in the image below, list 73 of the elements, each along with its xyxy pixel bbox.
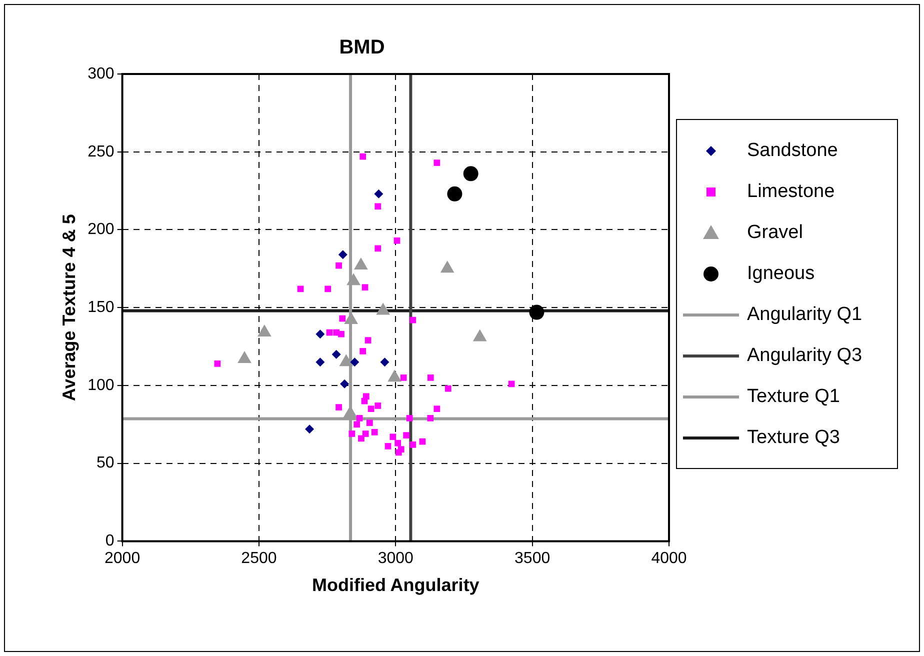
legend-label: Texture Q3: [747, 426, 840, 448]
point: [362, 430, 369, 437]
point: [366, 420, 373, 426]
point: [444, 385, 452, 392]
y-axis-title: Average Texture 4 & 5: [58, 214, 79, 402]
point: [410, 441, 416, 448]
point: [427, 374, 434, 381]
point: [338, 330, 344, 338]
point: [529, 304, 544, 320]
y-tick-label: 150: [88, 299, 114, 316]
y-tick-label: 100: [88, 376, 114, 394]
point: [390, 434, 396, 440]
point: [336, 404, 342, 410]
point: [360, 348, 366, 354]
point: [364, 337, 372, 344]
legend-label: Angularity Q1: [747, 304, 862, 326]
point: [368, 406, 374, 412]
chart-title: BMD: [339, 36, 385, 59]
point: [508, 380, 515, 388]
y-tick-label: 300: [88, 65, 114, 82]
y-tick-label: 250: [88, 143, 114, 160]
x-tick-label: 2500: [241, 550, 277, 568]
point: [384, 443, 392, 450]
point: [395, 449, 402, 456]
point: [374, 189, 384, 198]
point: [427, 414, 434, 422]
legend-label: Angularity Q3: [747, 344, 862, 366]
x-tick-label: 4000: [651, 550, 687, 568]
point: [362, 284, 368, 291]
point: [374, 245, 382, 252]
point: [447, 186, 462, 202]
point: [434, 406, 440, 412]
point: [339, 315, 346, 322]
legend-label: Gravel: [747, 222, 803, 244]
x-tick-label: 3000: [378, 550, 414, 568]
legend-label: Texture Q1: [747, 386, 840, 408]
point: [360, 153, 366, 160]
point: [356, 414, 363, 422]
point: [374, 203, 382, 210]
point: [406, 414, 413, 422]
point: [463, 166, 478, 182]
y-tick-label: 0: [105, 532, 114, 550]
point: [394, 237, 400, 244]
legend-label: Igneous: [747, 262, 815, 284]
point: [434, 160, 440, 166]
point: [374, 402, 382, 409]
point: [316, 330, 325, 339]
point: [316, 358, 325, 367]
legend-label: Sandstone: [747, 140, 838, 162]
point: [394, 440, 402, 446]
point: [410, 316, 416, 324]
point: [297, 286, 304, 292]
x-tick-label: 3500: [514, 550, 550, 568]
y-tick-label: 50: [96, 454, 114, 472]
point: [380, 358, 390, 367]
legend-label: Limestone: [747, 180, 835, 202]
y-tick-label: 200: [88, 221, 114, 238]
point: [358, 435, 364, 442]
point: [214, 360, 221, 367]
point: [354, 421, 360, 428]
point: [348, 430, 356, 437]
point: [350, 358, 360, 367]
point: [324, 286, 332, 292]
point: [305, 424, 314, 434]
point: [371, 429, 378, 436]
point: [403, 432, 410, 438]
point: [338, 250, 348, 260]
x-axis-title: Modified Angularity: [312, 575, 480, 596]
x-tick-label: 2000: [104, 550, 140, 568]
point: [400, 374, 407, 381]
point: [332, 350, 341, 359]
point: [336, 262, 342, 269]
point: [340, 379, 350, 388]
